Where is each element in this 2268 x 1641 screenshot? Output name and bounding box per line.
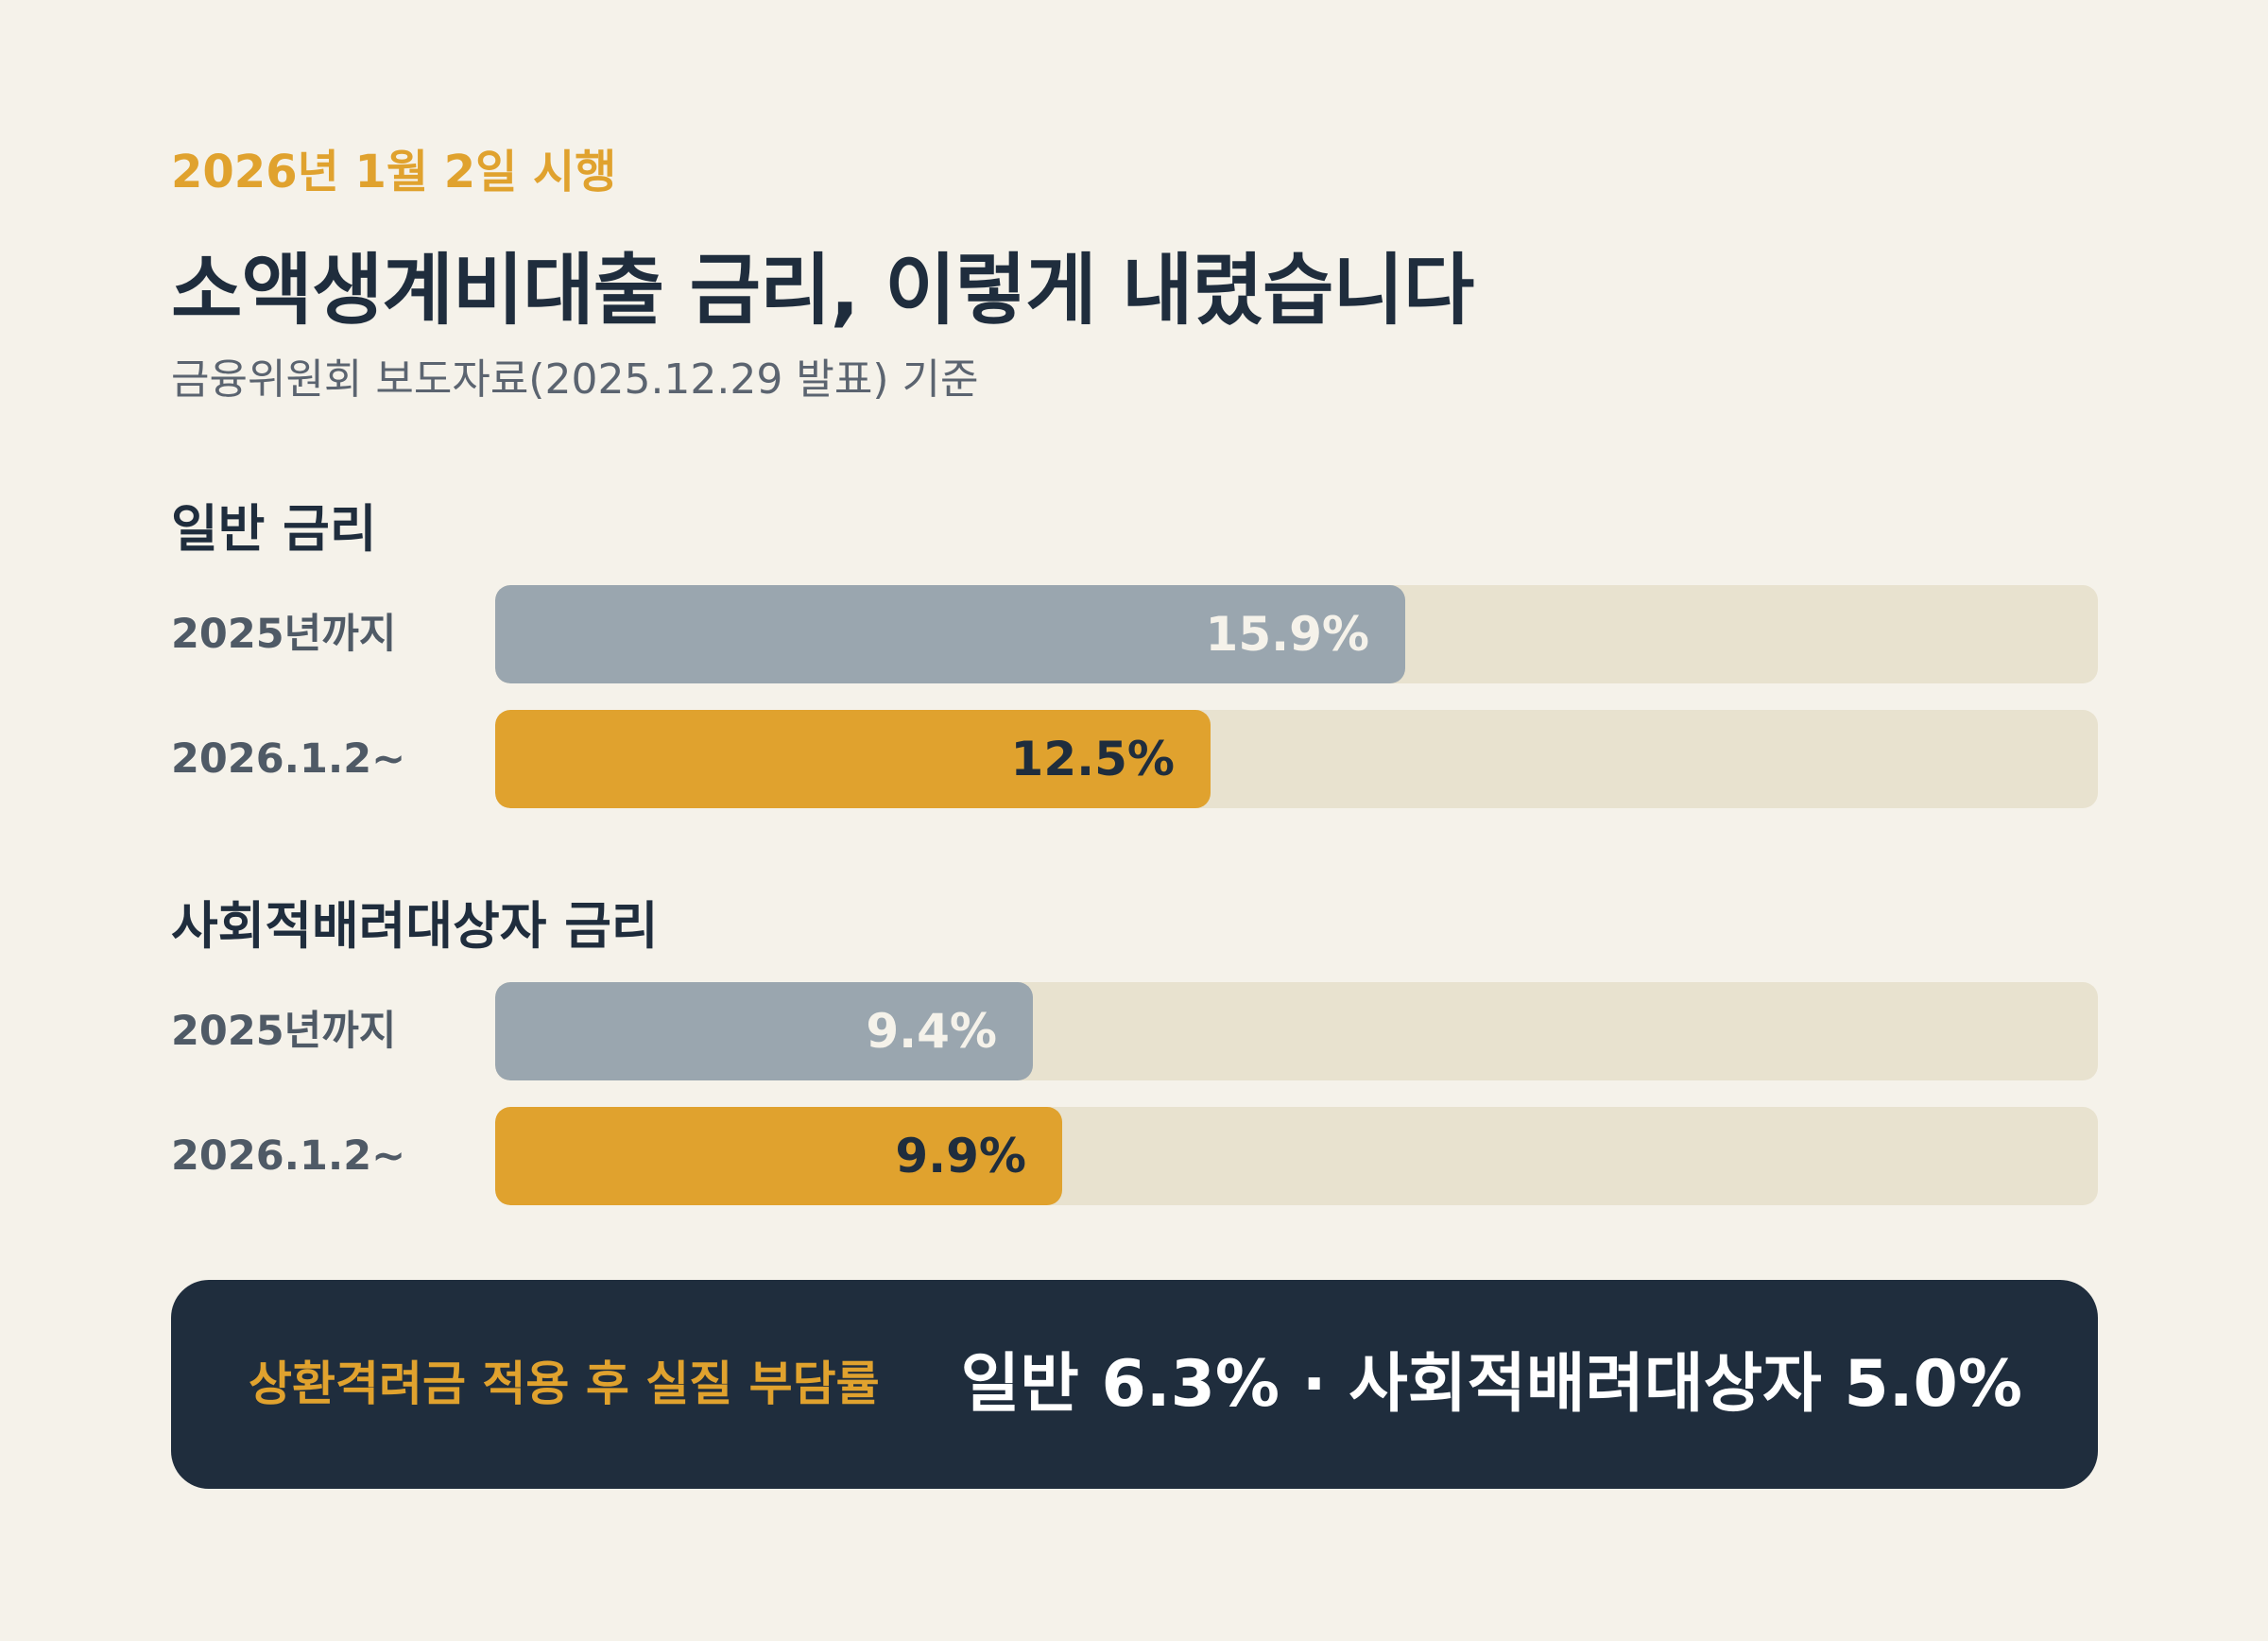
bar-track-general-after: 12.5% <box>495 710 2098 808</box>
row-label-general-after: 2026.1.2~ <box>171 735 406 783</box>
row-label-vulnerable-after: 2026.1.2~ <box>171 1132 406 1180</box>
bar-general-after: 12.5% <box>495 710 1211 808</box>
bar-vulnerable-before: 9.4% <box>495 982 1033 1080</box>
bar-value-vulnerable-after: 9.9% <box>895 1129 1026 1183</box>
eyebrow-date: 2026년 1월 2일 시행 <box>171 146 617 199</box>
summary-label: 상환격려금 적용 후 실질 부담률 <box>249 1356 880 1411</box>
section-title-general: 일반 금리 <box>171 499 377 559</box>
bar-value-vulnerable-before: 9.4% <box>866 1004 997 1059</box>
bar-value-general-before: 15.9% <box>1205 607 1369 662</box>
page-subtitle: 금융위원회 보도자료(2025.12.29 발표) 기준 <box>171 355 979 404</box>
row-label-vulnerable-before: 2025년까지 <box>171 1008 397 1055</box>
summary-value: 일반 6.3% · 사회적배려대상자 5.0% <box>960 1347 2022 1422</box>
bar-track-general-before: 15.9% <box>495 585 2098 683</box>
bar-vulnerable-after: 9.9% <box>495 1107 1062 1205</box>
bar-track-vulnerable-before: 9.4% <box>495 982 2098 1080</box>
bar-track-vulnerable-after: 9.9% <box>495 1107 2098 1205</box>
summary-box: 상환격려금 적용 후 실질 부담률 일반 6.3% · 사회적배려대상자 5.0… <box>171 1280 2098 1489</box>
row-label-general-before: 2025년까지 <box>171 611 397 658</box>
bar-general-before: 15.9% <box>495 585 1405 683</box>
section-title-vulnerable: 사회적배려대상자 금리 <box>171 896 659 956</box>
bar-value-general-after: 12.5% <box>1010 732 1175 786</box>
page-title: 소액생계비대출 금리, 이렇게 내렸습니다 <box>171 246 1474 336</box>
